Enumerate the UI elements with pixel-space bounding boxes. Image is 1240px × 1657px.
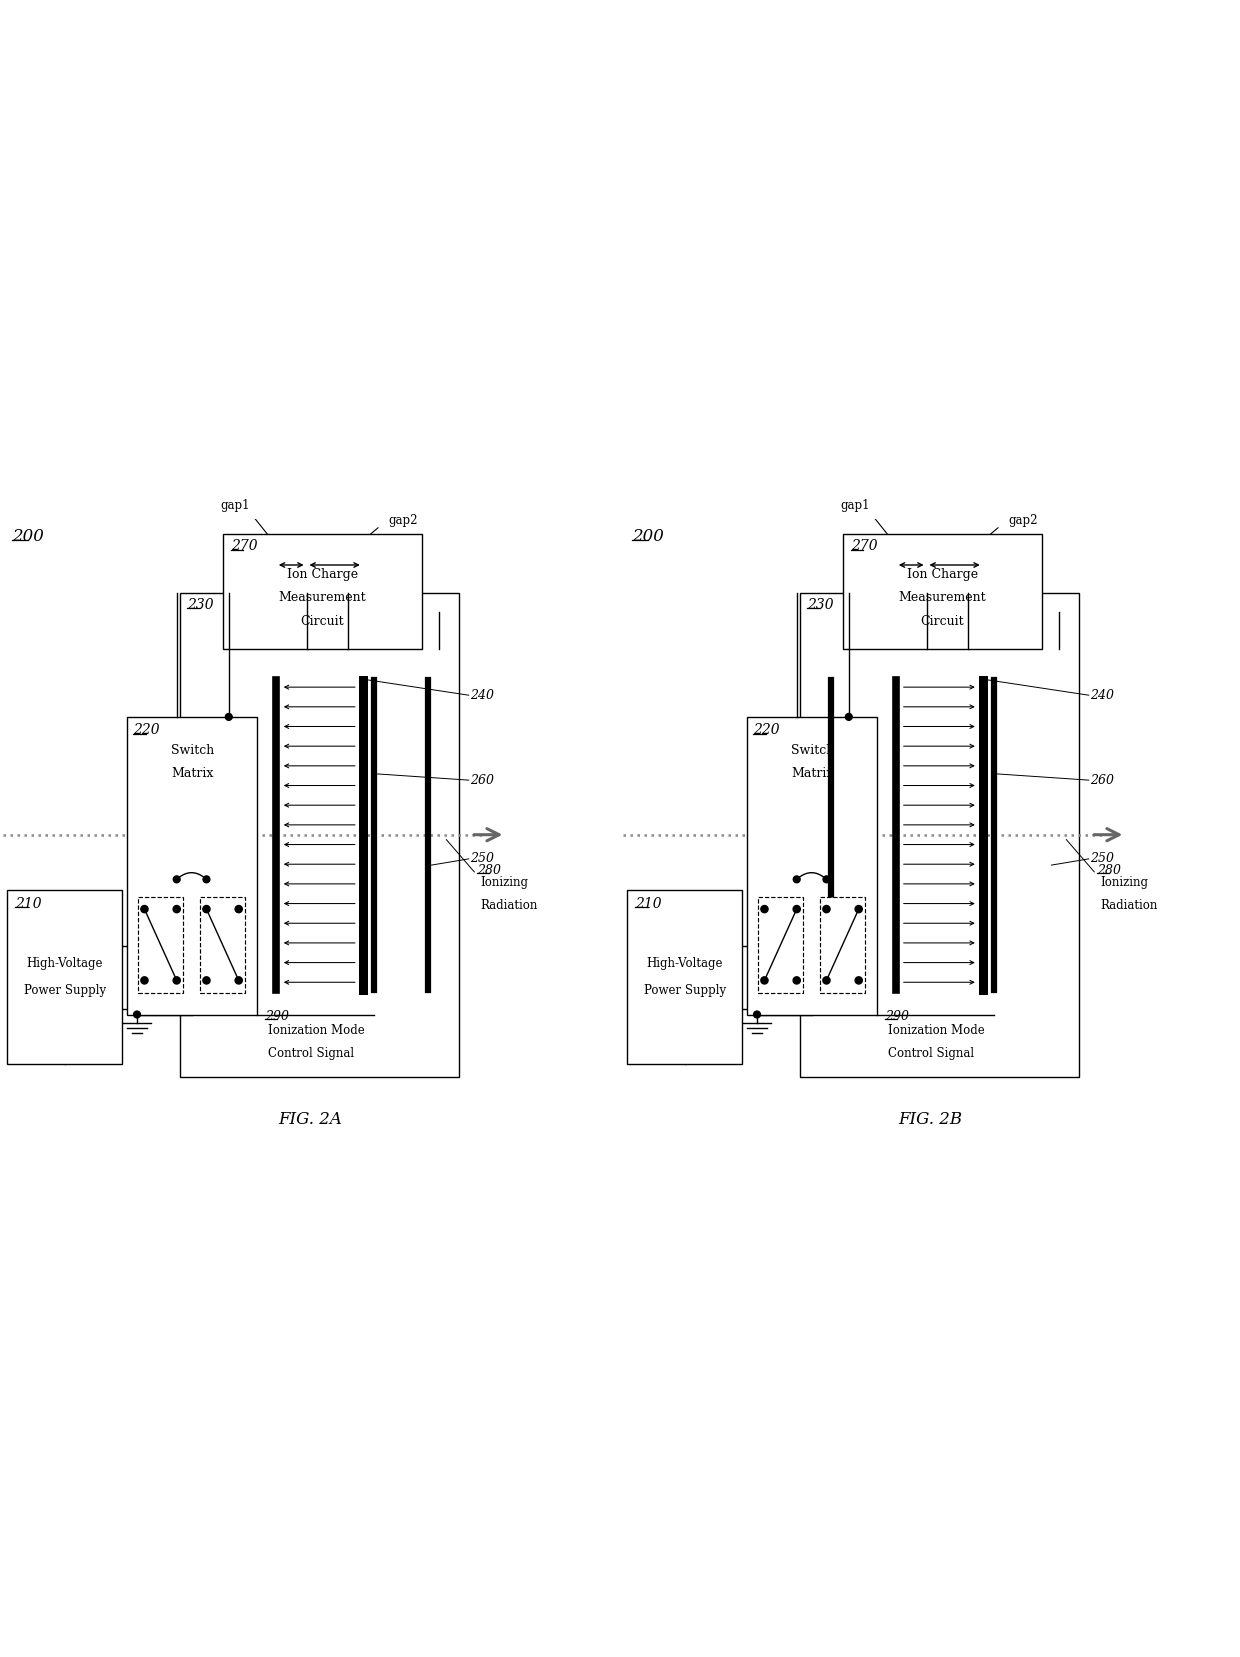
Text: Radiation: Radiation — [481, 898, 538, 911]
Circle shape — [174, 905, 180, 913]
Text: 210: 210 — [635, 896, 661, 911]
Text: 200: 200 — [12, 529, 45, 545]
Circle shape — [823, 978, 830, 984]
Text: gap2: gap2 — [1008, 514, 1038, 527]
Text: High-Voltage: High-Voltage — [26, 958, 103, 969]
Text: 270: 270 — [231, 539, 257, 553]
Text: 280: 280 — [477, 863, 501, 877]
Bar — [223, 534, 422, 648]
Bar — [821, 896, 866, 993]
Bar — [126, 717, 258, 1014]
Bar — [800, 593, 1079, 1077]
Text: Power Supply: Power Supply — [644, 984, 725, 998]
Circle shape — [794, 905, 800, 913]
Bar — [180, 593, 459, 1077]
Text: gap1: gap1 — [221, 499, 250, 512]
Circle shape — [856, 978, 862, 984]
Circle shape — [823, 877, 830, 883]
Text: Switch: Switch — [791, 744, 833, 757]
Text: Circuit: Circuit — [300, 615, 345, 628]
Bar — [7, 890, 122, 1064]
Text: 260: 260 — [470, 774, 494, 787]
Text: 290: 290 — [265, 1009, 289, 1022]
Bar — [746, 717, 878, 1014]
Text: High-Voltage: High-Voltage — [646, 958, 723, 969]
Circle shape — [236, 905, 242, 913]
Circle shape — [174, 978, 180, 984]
Bar — [759, 896, 804, 993]
Text: Circuit: Circuit — [920, 615, 965, 628]
Text: Matrix: Matrix — [791, 767, 833, 780]
Text: Ionizing: Ionizing — [481, 877, 528, 890]
Circle shape — [754, 1011, 760, 1017]
Text: Ionization: Ionization — [207, 779, 221, 842]
Text: Ionization Mode: Ionization Mode — [888, 1024, 986, 1037]
Bar — [200, 896, 244, 993]
Text: Ion Charge: Ion Charge — [286, 568, 358, 580]
Text: Ionization Mode: Ionization Mode — [268, 1024, 366, 1037]
Circle shape — [226, 714, 232, 721]
Circle shape — [141, 905, 148, 913]
Text: Measurement: Measurement — [899, 592, 986, 605]
Bar — [627, 890, 742, 1064]
Text: 250: 250 — [1090, 852, 1114, 865]
Text: Ionizing: Ionizing — [1101, 877, 1148, 890]
Circle shape — [761, 905, 768, 913]
Circle shape — [794, 877, 800, 883]
Text: Ionization: Ionization — [827, 779, 841, 842]
Text: Control Signal: Control Signal — [268, 1047, 355, 1060]
Circle shape — [794, 978, 800, 984]
Circle shape — [203, 877, 210, 883]
Text: Switch: Switch — [171, 744, 213, 757]
Circle shape — [174, 877, 180, 883]
Text: 240: 240 — [470, 689, 494, 701]
Circle shape — [236, 978, 242, 984]
Text: gap2: gap2 — [388, 514, 418, 527]
Text: Ion Charge: Ion Charge — [906, 568, 978, 580]
Circle shape — [203, 905, 210, 913]
Text: 220: 220 — [133, 722, 160, 737]
Text: 230: 230 — [187, 598, 213, 611]
Text: Radiation: Radiation — [1101, 898, 1158, 911]
Text: Power Supply: Power Supply — [24, 984, 105, 998]
Text: 220: 220 — [753, 722, 780, 737]
Circle shape — [141, 978, 148, 984]
Text: FIG. 2A: FIG. 2A — [278, 1112, 342, 1128]
Text: 200: 200 — [632, 529, 665, 545]
Circle shape — [203, 978, 210, 984]
Circle shape — [134, 1011, 140, 1017]
Text: Control Signal: Control Signal — [888, 1047, 975, 1060]
Text: Matrix: Matrix — [171, 767, 213, 780]
Circle shape — [761, 978, 768, 984]
Text: gap1: gap1 — [841, 499, 870, 512]
Text: Measurement: Measurement — [279, 592, 366, 605]
Text: Chamber: Chamber — [852, 805, 866, 863]
Circle shape — [846, 714, 852, 721]
Circle shape — [823, 905, 830, 913]
Text: FIG. 2B: FIG. 2B — [898, 1112, 962, 1128]
Text: 290: 290 — [885, 1009, 909, 1022]
Text: 230: 230 — [807, 598, 833, 611]
Text: 210: 210 — [15, 896, 41, 911]
Text: 270: 270 — [851, 539, 877, 553]
Text: Chamber: Chamber — [232, 805, 246, 863]
Text: 280: 280 — [1097, 863, 1121, 877]
Bar — [138, 896, 184, 993]
Text: 250: 250 — [470, 852, 494, 865]
Text: 260: 260 — [1090, 774, 1114, 787]
Text: 240: 240 — [1090, 689, 1114, 701]
Bar — [843, 534, 1042, 648]
Circle shape — [856, 905, 862, 913]
